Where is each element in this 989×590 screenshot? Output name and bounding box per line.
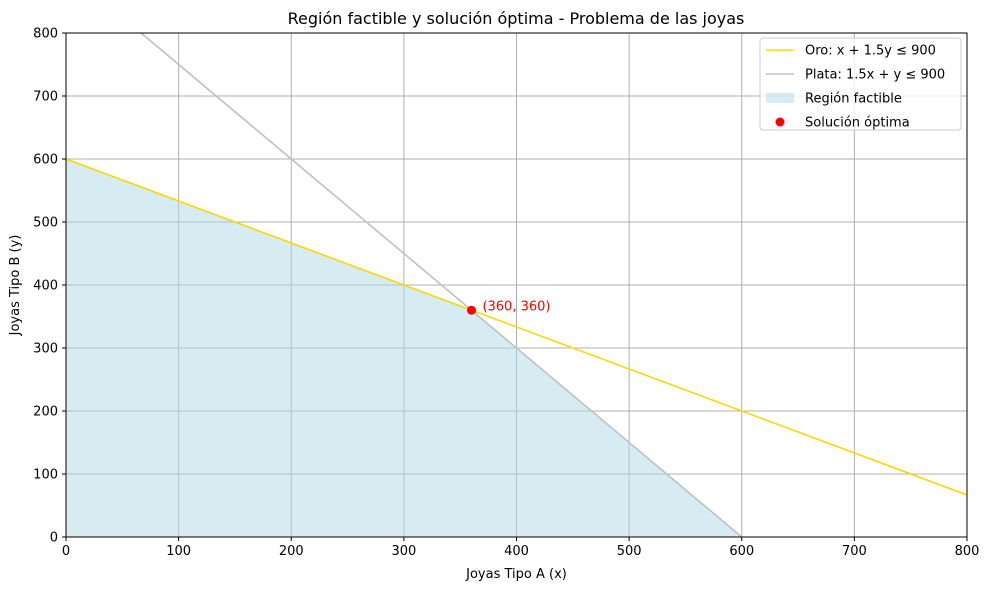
legend-label: Solución óptima [805,116,910,131]
y-tick-label: 0 [50,531,58,546]
x-tick-label: 100 [166,544,191,559]
x-tick-label: 200 [279,544,304,559]
legend-box [759,37,962,131]
chart-title: Región factible y solución óptima - Prob… [288,9,745,28]
legend-swatch-area [766,93,794,103]
y-tick-label: 300 [33,342,58,357]
legend-label: Plata: 1.5x + y ≤ 900 [805,68,945,83]
y-tick-label: 500 [33,216,58,231]
feasible-region-area [66,159,742,537]
x-tick-label: 0 [62,544,70,559]
x-tick-label: 300 [391,544,416,559]
y-tick-label: 800 [33,27,58,42]
x-tick-label: 700 [842,544,867,559]
y-tick-label: 700 [33,90,58,105]
x-tick-label: 600 [729,544,754,559]
y-tick-label: 100 [33,468,58,483]
x-tick-label: 400 [504,544,529,559]
line-layer [66,33,967,537]
series-line-0 [66,158,967,496]
area-layer [66,159,742,537]
legend: Oro: x + 1.5y ≤ 900 Plata: 1.5x + y ≤ 900… [759,37,962,131]
legend-swatch-point [775,117,785,127]
ticks: 0 100 200 300 400 500 600 700 800 0 100 200 300 400 50… [33,27,979,560]
legend-label: Región factible [805,92,902,107]
y-tick-label: 600 [33,153,58,168]
point-layer [466,305,476,315]
y-tick-label: 400 [33,279,58,294]
y-tick-label: 200 [33,405,58,420]
x-tick-label: 800 [955,544,980,559]
optimal-point [466,305,476,315]
y-axis-label: Joyas Tipo B (y) [8,235,23,337]
x-axis-label: Joyas Tipo A (x) [465,567,567,582]
x-tick-label: 500 [617,544,642,559]
optimal-point-label: (360, 360) [482,300,550,315]
legend-label: Oro: x + 1.5y ≤ 900 [805,44,936,59]
series-line-1 [140,33,743,537]
annotation-layer: (360, 360) [482,300,550,315]
